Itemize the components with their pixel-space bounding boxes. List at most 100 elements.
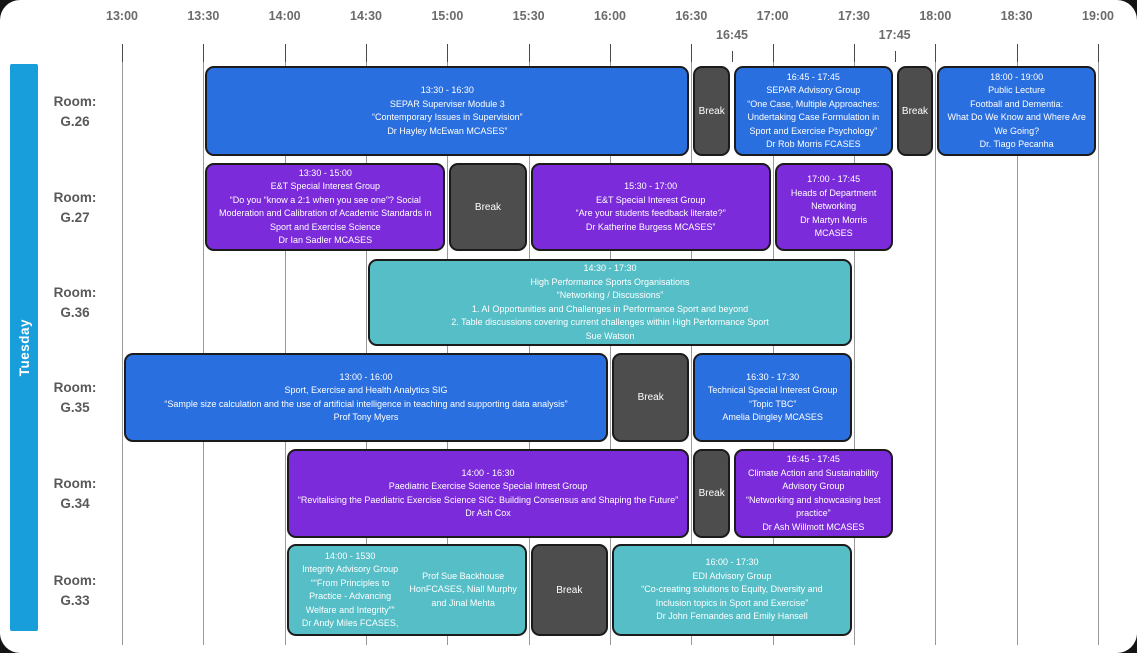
time-label: 13:30 (187, 9, 220, 23)
event-block: 14:00 - 1530 Integrity Advisory Group ““Fr… (286, 544, 527, 636)
event-line: Inclusion topics in Sport and Exercise” (655, 597, 809, 608)
event-line: “Co-creating solutions to Equity, Divers… (641, 584, 823, 595)
event-line: Climate Action and Sustainability (748, 467, 879, 478)
event-line: Paediatric Exercise Science Special Intr… (388, 481, 588, 491)
event-line: and Jinal Mehta (431, 597, 495, 608)
break-block: Break (449, 163, 527, 251)
time-label-minor: 16:45 (716, 28, 748, 42)
event-block: 18:00 - 19:00 Public Lecture Football and … (937, 66, 1096, 156)
event-block: 13:30 - 16:30 SEPAR Superviser Module 3 “C… (205, 66, 690, 156)
event-line: Dr Katherine Burgess MCASES” (585, 221, 716, 232)
gridline (854, 62, 855, 645)
event-line: Dr Ash Willmott MCASES (762, 521, 865, 532)
event-line: 1. AI Opportunities and Challenges in Pe… (471, 303, 749, 314)
time-label: 15:00 (431, 9, 464, 23)
event-line: “Do you “know a 2:1 when you see one”? S… (229, 194, 421, 205)
event-line: Football and Dementia: (970, 98, 1064, 109)
time-label: 18:00 (919, 9, 952, 23)
event-line: ““From Principles to (310, 577, 390, 588)
event-line: SEPAR Superviser Module 3 (389, 98, 505, 109)
event-block: 14:00 - 16:30 Paediatric Exercise Science… (286, 449, 690, 538)
time-label: 15:30 (512, 9, 545, 23)
room-number: G.27 (60, 209, 90, 225)
time-tick (122, 44, 123, 62)
day-banner: Tuesday (10, 64, 38, 631)
event-line: practice” (796, 508, 831, 518)
break-label: Break (901, 105, 929, 117)
time-label: 16:30 (675, 9, 708, 23)
gridline (1016, 62, 1018, 645)
time-tick (1098, 44, 1099, 62)
event-block: 16:45 - 17:45 SEPAR Advisory Group “One Ca… (734, 66, 893, 156)
event-line: Practice - Advancing (309, 591, 392, 601)
event-line: 18:00 - 19:00 (990, 71, 1044, 82)
event-line: Sport, Exercise and Health Analytics SIG (284, 385, 448, 395)
time-tick (772, 44, 774, 62)
event-line: SEPAR Advisory Group (766, 85, 861, 95)
event-line: “Contemporary Issues in Supervision” (372, 112, 523, 122)
event-line: Dr Ash Cox (465, 508, 511, 518)
event-line: 16:45 - 17:45 (786, 71, 840, 82)
time-tick (366, 44, 367, 62)
event-line: “One Case, Multiple Approaches: (747, 98, 880, 109)
event-line: Technical Special Interest Group (707, 385, 838, 395)
time-label: 18:30 (1000, 9, 1033, 23)
event-column: 14:00 - 1530 Integrity Advisory Group ““Fr… (294, 550, 407, 631)
room-label-text: Room: (53, 476, 97, 491)
break-label: Break (698, 488, 725, 499)
break-block: Break (693, 449, 730, 538)
room-label-g-34: Room: G.34 (37, 449, 113, 538)
day-label: Tuesday (16, 318, 32, 377)
time-tick (1016, 44, 1018, 62)
event-line: Integrity Advisory Group (302, 564, 399, 574)
event-line: “Topic TBC” (748, 398, 797, 409)
event-line: Dr Ian Sadler MCASES (278, 235, 373, 245)
time-tick (854, 44, 855, 62)
break-block: Break (612, 353, 690, 442)
event-line: Dr Martyn Morris MCASES (800, 214, 868, 239)
break-label: Break (637, 392, 664, 403)
event-line: E&T Special Interest Group (270, 181, 381, 191)
room-number: G.34 (60, 496, 90, 511)
room-label-text: Room: (53, 189, 97, 205)
event-line: Dr Andy Miles FCASES, (301, 618, 399, 628)
event-line: Sue Watson (585, 330, 635, 341)
event-block: 13:30 - 15:00 E&T Special Interest Group “… (205, 163, 446, 251)
room-label-text: Room: (53, 380, 97, 395)
room-label-g-27: Room: G.27 (37, 163, 113, 251)
event-line: Networking (811, 201, 857, 212)
event-line: Prof Sue Backhouse (422, 570, 505, 581)
event-columns: 14:00 - 1530 Integrity Advisory Group ““Fr… (294, 550, 520, 631)
gridline (935, 62, 937, 645)
room-label-g-36: Room: G.36 (37, 259, 113, 346)
event-block: 15:30 - 17:00 E&T Special Interest Group “… (530, 163, 771, 251)
room-label-text: Room: (53, 93, 97, 109)
event-line: Welfare and Integrity”” (305, 604, 395, 615)
event-line: Sport and Exercise Psychology” (749, 125, 878, 136)
break-label: Break (474, 201, 502, 213)
room-label-text: Room: (53, 285, 97, 300)
event-block: 16:45 - 17:45 Climate Action and Sustaina… (734, 449, 893, 538)
event-line: Advisory Group (782, 481, 845, 491)
time-tick (528, 44, 530, 62)
break-label: Break (698, 105, 725, 117)
time-tick (610, 44, 611, 62)
event-block: 17:00 - 17:45 Heads of Department Networki… (774, 163, 893, 251)
room-number: G.26 (60, 113, 90, 129)
time-label: 19:00 (1082, 9, 1114, 23)
event-line: EDI Advisory Group (692, 570, 772, 581)
gridline (122, 62, 123, 645)
event-line: Amelia Dingley MCASES (722, 412, 823, 422)
event-line: “Revitalising the Paediatric Exercise Sc… (297, 494, 679, 505)
event-block: 14:30 - 17:30 High Performance Sports Org… (368, 259, 852, 346)
event-line: 2. Table discussions covering current ch… (451, 317, 769, 327)
time-label: 16:00 (594, 9, 626, 23)
event-line: “Are your students feedback literate?” (575, 208, 726, 218)
event-block: 16:00 - 17:30 EDI Advisory Group “Co-creat… (612, 544, 852, 636)
time-tick (447, 44, 449, 62)
room-number: G.35 (60, 400, 90, 415)
event-line: 14:00 - 16:30 (461, 467, 515, 478)
event-line: Public Lecture (988, 85, 1046, 95)
event-line: HonFCASES, Niall Murphy (409, 584, 517, 595)
